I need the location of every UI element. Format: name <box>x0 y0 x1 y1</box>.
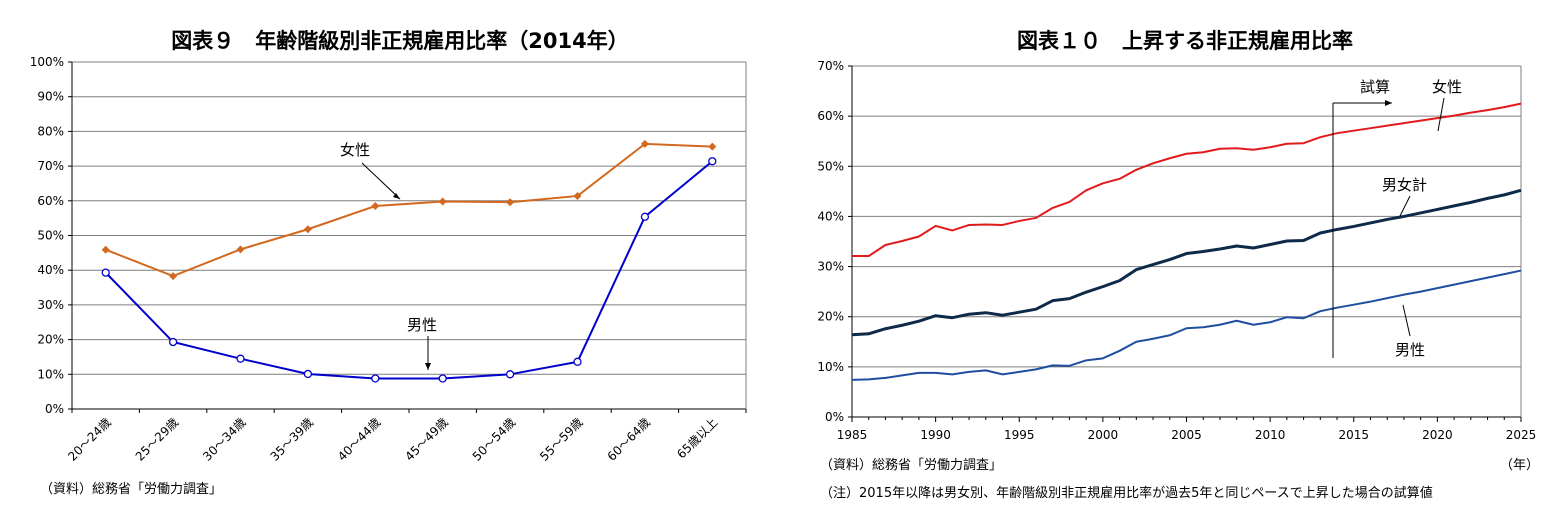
chart10-y-tick-label: 40% <box>817 209 844 223</box>
chart9-y-tick-label: 40% <box>37 263 64 277</box>
chart9-x-tick-label: 45～49歳 <box>402 415 450 463</box>
chart9-x-axis: 20～24歳 25～29歳 30～34歳 35～39歳 40～44歳 45～49歳 50～5… <box>65 409 747 464</box>
chart10-x-tick-label: 2005 <box>1171 428 1202 442</box>
chart9-y-tick-label: 80% <box>37 124 64 138</box>
chart9-point <box>101 268 110 277</box>
chart10-label-female: 女性 <box>1432 78 1462 132</box>
chart9-y-tick-label: 60% <box>37 194 64 208</box>
chart10-label-total-arrow <box>1399 195 1411 217</box>
chart9-x-tick-label: 65歳以上 <box>674 415 720 461</box>
chart10-y-tick-label: 10% <box>817 360 844 374</box>
chart10-x-tick-label: 1995 <box>1004 428 1035 442</box>
chart9-y-tick-label: 10% <box>37 367 64 381</box>
chart9-label-male-arrowhead <box>425 363 431 370</box>
chart10-x-unit: （年） <box>1500 458 1539 473</box>
chart9-x-tick-label: 50～54歳 <box>470 415 518 463</box>
chart9-point <box>303 369 313 379</box>
chart9-y-tick-label: 50% <box>37 229 64 243</box>
chart9-label-female-arrowhead <box>393 193 400 199</box>
chart10-x-tick-label: 2025 <box>1506 428 1537 442</box>
chart10-note: （注）2015年以降は男女別、年齢階級別非正規雇用比率が過去5年と同じペースで上… <box>820 485 1433 501</box>
chart9-x-tick-label: 55～59歳 <box>537 415 585 463</box>
chart9-point <box>371 202 380 211</box>
chart10-label-total-text: 男女計 <box>1382 176 1427 194</box>
chart9-point <box>236 354 245 363</box>
chart9-y-tick-label: 20% <box>37 333 64 347</box>
chart9-point <box>640 212 650 221</box>
chart10-series-line <box>852 102 1522 258</box>
chart10-y-tick-label: 60% <box>817 109 844 123</box>
chart9-point <box>506 198 515 207</box>
chart9-y-tick-label: 70% <box>37 159 64 173</box>
chart10-x-tick-label: 1985 <box>837 428 868 442</box>
chart9-point <box>371 374 380 383</box>
chart10-estimate-label: 試算 <box>1360 78 1390 96</box>
chart9-point <box>573 357 582 366</box>
chart9-point <box>168 337 178 347</box>
chart10-label-female-text: 女性 <box>1432 78 1462 96</box>
chart9-x-tick-label: 30～34歳 <box>200 415 248 463</box>
chart9-x-tick-label: 40～44歳 <box>335 415 383 463</box>
chart9-point <box>438 197 447 206</box>
chart9-x-tick-label: 35～39歳 <box>268 415 316 463</box>
chart10-label-male-arrow <box>1402 304 1411 337</box>
chart10-title: 図表１０ 上昇する非正規雇用比率 <box>1017 29 1353 53</box>
chart10-y-tick-label: 70% <box>817 59 844 73</box>
chart9-title: 図表９ 年齢階級別非正規雇用比率（2014年） <box>171 29 628 53</box>
chart9-label-male-text: 男性 <box>407 316 437 334</box>
chart9-source: （資料）総務省「労働力調査」 <box>40 482 222 497</box>
chart10-series-line <box>851 188 1522 337</box>
chart9-y-tick-label: 90% <box>37 90 64 104</box>
chart10-x-tick-label: 2015 <box>1338 428 1369 442</box>
chart9-point <box>438 374 447 383</box>
chart10-source: （資料）総務省「労働力調査」 <box>820 458 1002 473</box>
chart10-x-axis: 1985 1990 1995 2000 2005 2010 2015 2020 2025 <box>837 417 1537 442</box>
chart9-point <box>640 139 649 148</box>
chart10-label-total: 男女計 <box>1382 176 1427 217</box>
chart10-x-tick-label: 2020 <box>1422 428 1453 442</box>
chart10-gridlines <box>851 65 1522 418</box>
chart9-x-tick-label: 25～29歳 <box>133 415 181 463</box>
chart10-y-tick-label: 30% <box>817 260 844 274</box>
chart9-y-axis: 0% 10% 20% 30% 40% 50% 60% 70% 80% 90% 100% <box>30 55 72 416</box>
chart10-label-male-text: 男性 <box>1395 341 1425 359</box>
chart9-point <box>573 191 582 200</box>
chart10-label-male: 男性 <box>1395 304 1425 359</box>
chart10-x-tick-label: 1990 <box>920 428 951 442</box>
chart10-x-tick-label: 2000 <box>1088 428 1119 442</box>
chart9-point <box>708 157 717 166</box>
chart10-series-line <box>851 269 1522 381</box>
chart9-series-line <box>104 160 713 380</box>
chart10-y-tick-label: 50% <box>817 159 844 173</box>
chart9-x-tick-label: 20～24歳 <box>65 415 113 463</box>
chart9-series-line <box>105 142 713 278</box>
chart9-y-tick-label: 100% <box>30 55 64 69</box>
chart10-x-tick-label: 2010 <box>1255 428 1286 442</box>
chart9-point <box>236 245 245 254</box>
chart9-label-female-arrow <box>361 162 401 200</box>
chart9-point <box>708 142 717 151</box>
chart10-y-tick-label: 20% <box>817 310 844 324</box>
chart9-point <box>505 370 515 379</box>
chart9-y-tick-label: 0% <box>45 402 64 416</box>
chart9-label-male: 男性 <box>407 316 437 370</box>
chart10-y-tick-label: 0% <box>825 410 844 424</box>
chart9-series <box>101 139 717 383</box>
chart10-estimate-arrowhead <box>1385 100 1392 106</box>
chart10-estimate-marker: 試算 <box>1332 78 1392 358</box>
chart10-label-female-arrow <box>1437 97 1445 132</box>
chart9-point <box>101 245 110 254</box>
chart10-y-axis: 0% 10% 20% 30% 40% 50% 60% 70% <box>817 59 852 424</box>
chart9-point <box>169 272 178 281</box>
chart10-series <box>851 102 1522 381</box>
chart9-label-female-text: 女性 <box>340 141 370 159</box>
chart9-label-female: 女性 <box>340 141 401 200</box>
chart9-point <box>303 225 312 234</box>
chart9-gridlines <box>71 61 747 410</box>
chart9-y-tick-label: 30% <box>37 298 64 312</box>
chart9-x-tick-label: 60～64歳 <box>605 415 653 463</box>
